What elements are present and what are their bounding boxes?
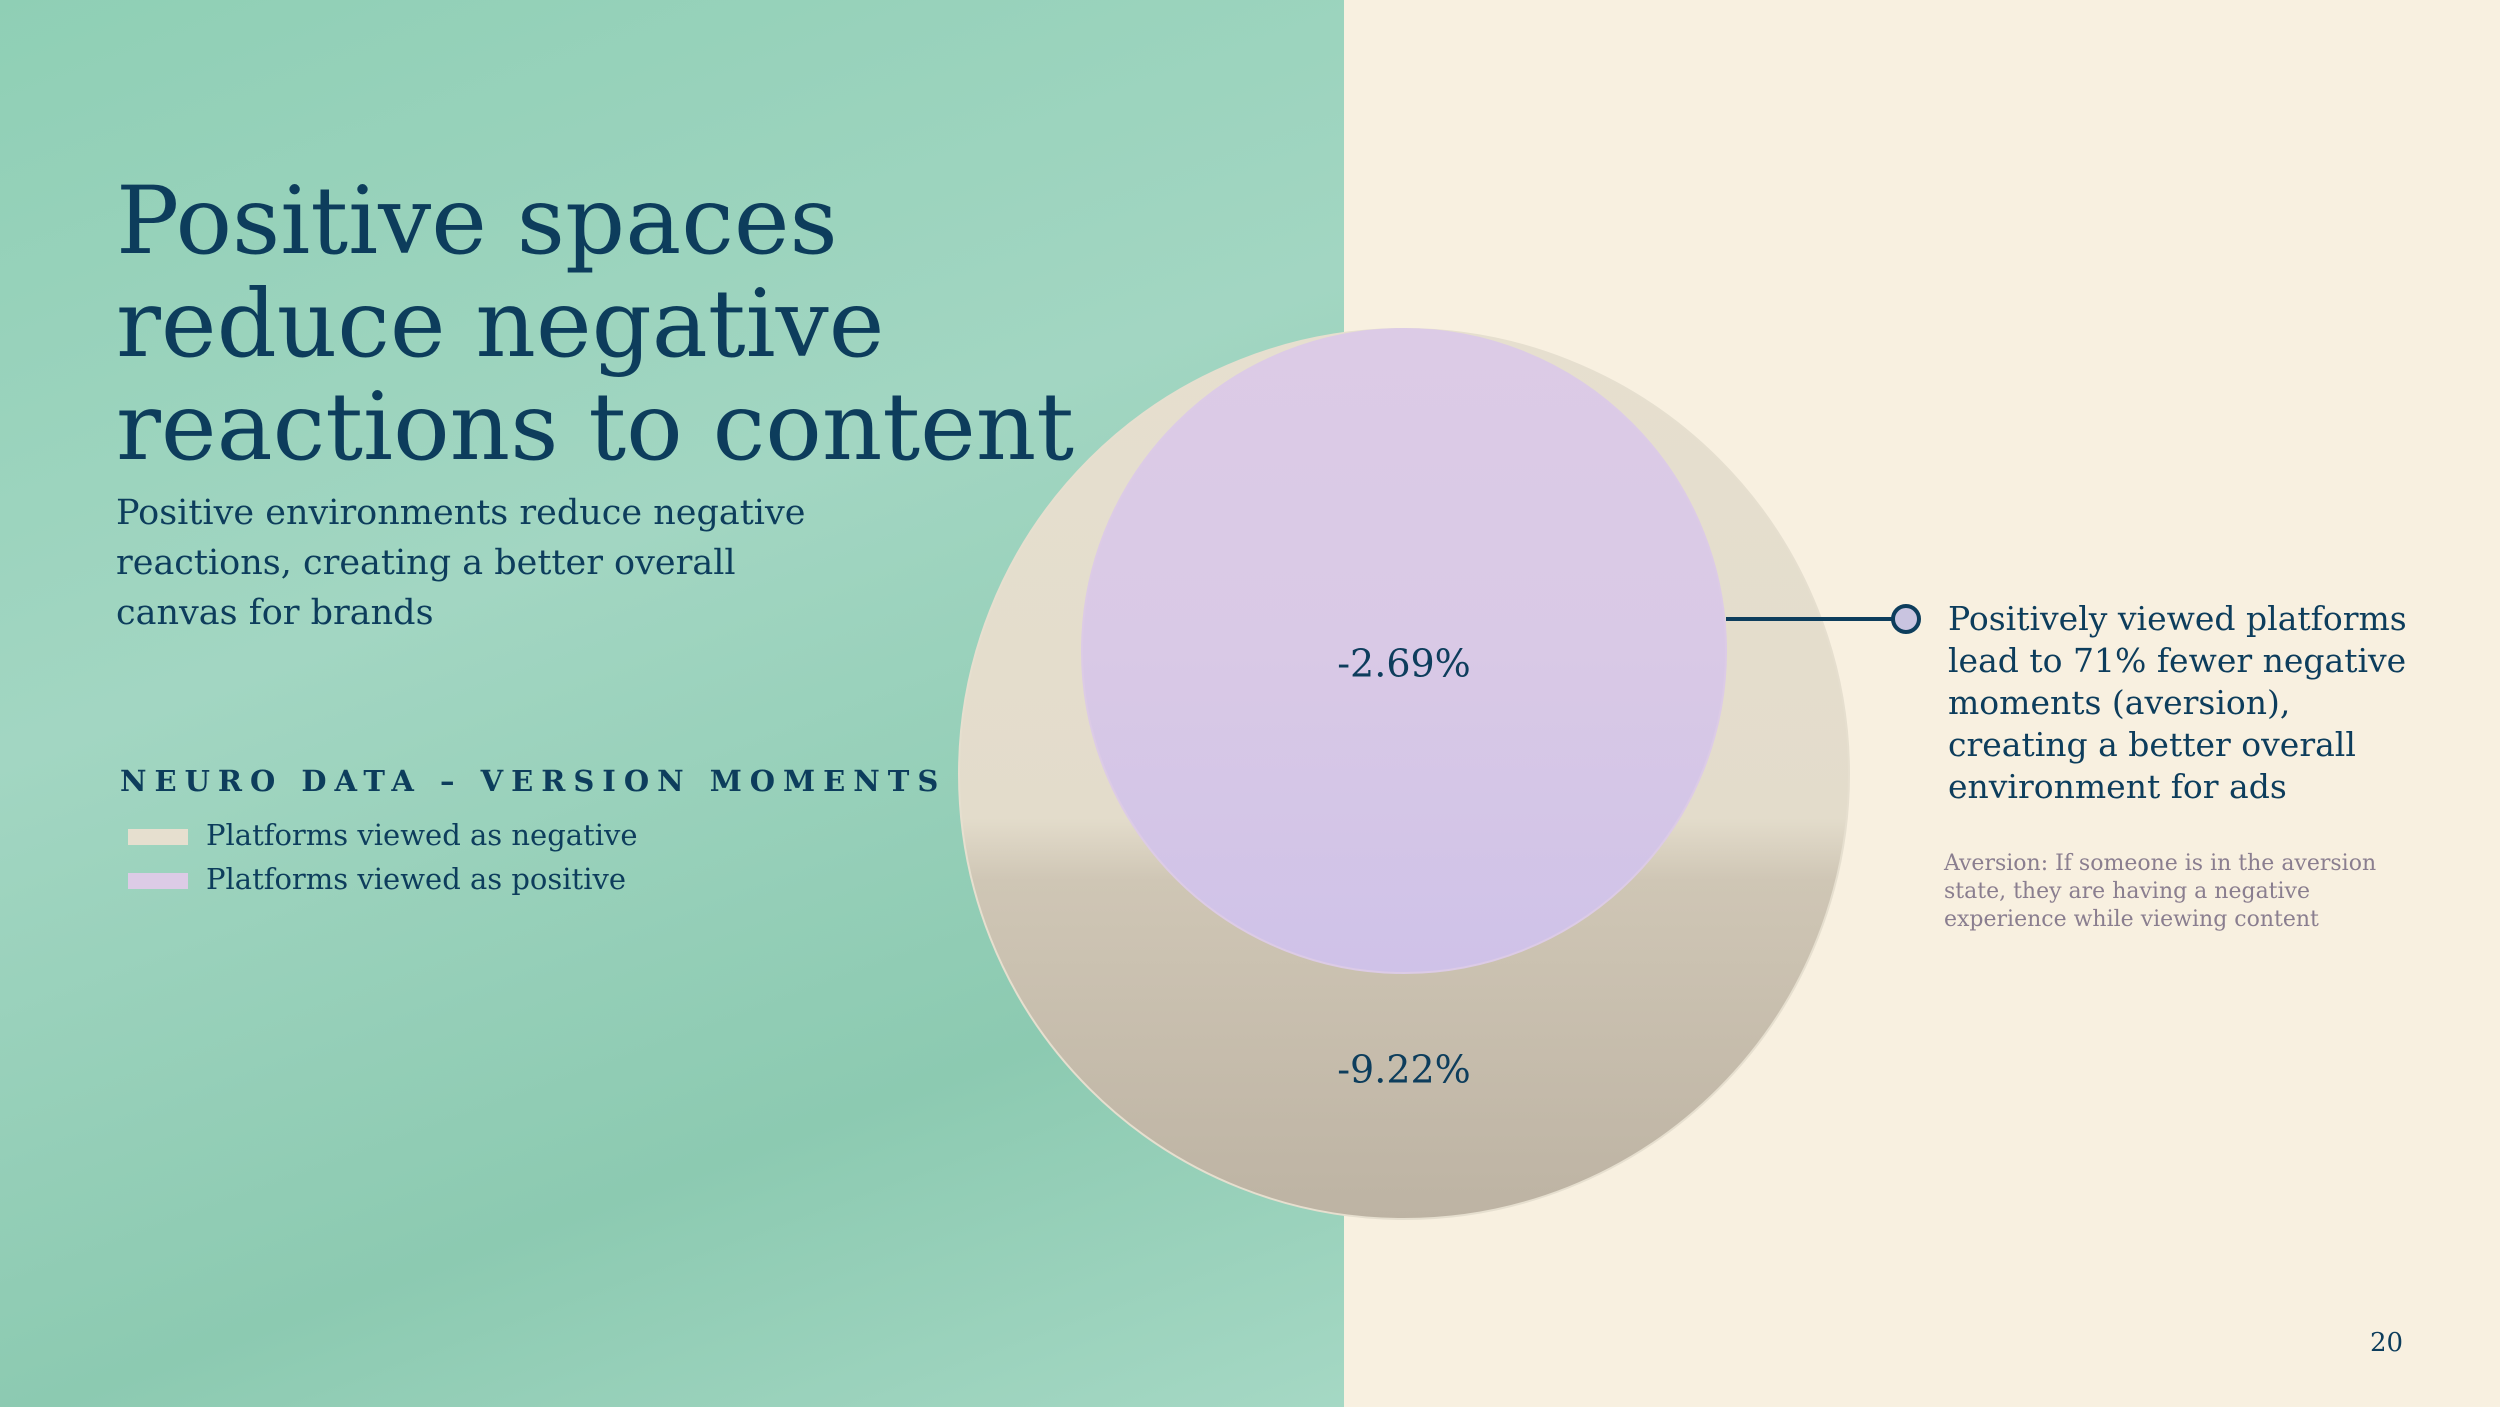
footnote: Aversion: If someone is in the aversion … xyxy=(1944,851,2377,932)
subtitle: Positive environments reduce negative re… xyxy=(116,493,806,633)
legend-label: Platforms viewed as positive xyxy=(206,862,627,896)
title: Positive spaces reduce negative reaction… xyxy=(116,167,1075,482)
annotation: Positively viewed platforms lead to 71% … xyxy=(1948,599,2407,806)
page-number: 20 xyxy=(2370,1328,2404,1358)
connector-dot xyxy=(1891,604,1921,634)
value-label: -2.69% xyxy=(1337,642,1471,686)
legend-title: NEURO DATA – VERSION MOMENTS xyxy=(120,764,947,798)
legend-swatch xyxy=(128,873,188,889)
value-label: -9.22% xyxy=(1337,1048,1471,1092)
legend-label: Platforms viewed as negative xyxy=(206,818,638,852)
legend-item: Platforms viewed as negative xyxy=(128,818,638,852)
legend-swatch xyxy=(128,829,188,845)
legend-item: Platforms viewed as positive xyxy=(128,862,626,896)
circle xyxy=(1081,328,1727,974)
